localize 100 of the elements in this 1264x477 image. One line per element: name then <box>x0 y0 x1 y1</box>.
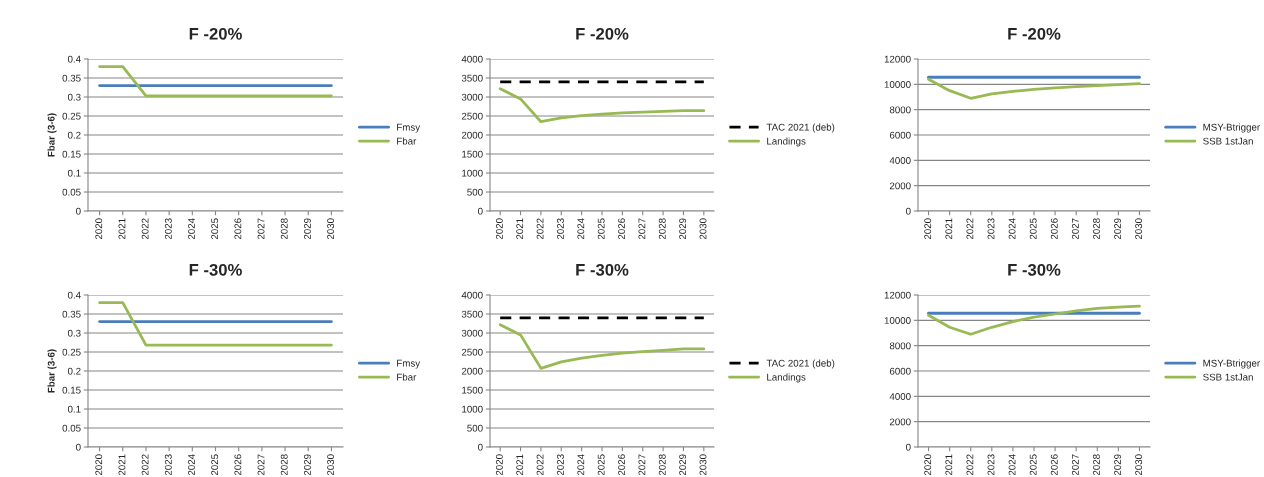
x-tick-label: 2028 <box>1093 454 1100 476</box>
y-tick-label: 0.2 <box>67 131 81 139</box>
x-tick-label: 2027 <box>638 218 646 240</box>
x-tick-label: 2021 <box>945 218 953 240</box>
legend-label: Landings <box>767 373 806 383</box>
x-tick-label: 2020 <box>924 454 932 476</box>
x-tick-label: 2029 <box>1114 454 1121 476</box>
x-tick-label: 2028 <box>658 218 666 240</box>
x-tick-label: 2021 <box>118 218 126 240</box>
x-tick-label: 2023 <box>164 454 172 476</box>
y-tick-label: 500 <box>467 188 483 196</box>
x-tick-label: 2024 <box>1008 454 1016 476</box>
x-tick-label: 2020 <box>495 218 503 240</box>
y-tick-label: 2500 <box>461 348 483 356</box>
y-tick-label: 0.4 <box>67 291 81 299</box>
x-tick-label: 2023 <box>987 218 995 240</box>
y-tick-label: 0.2 <box>67 367 81 375</box>
x-tick-label: 2026 <box>1050 454 1058 476</box>
x-tick-label: 2030 <box>1135 218 1143 240</box>
y-tick-label: 8000 <box>889 342 911 350</box>
y-tick-label: 3500 <box>461 74 483 82</box>
chart-title: F -30% <box>1008 263 1061 276</box>
x-tick-label: 2022 <box>536 454 544 476</box>
y-tick-label: 12000 <box>884 291 911 299</box>
x-tick-label: 2029 <box>303 454 311 476</box>
y-tick-label: 10000 <box>884 317 911 324</box>
line-series <box>498 87 706 124</box>
x-tick-label: 2022 <box>141 454 149 476</box>
x-tick-label: 2029 <box>679 454 687 476</box>
x-tick-label: 2029 <box>1114 218 1121 240</box>
y-tick-label: 0.35 <box>62 310 81 318</box>
x-tick-label: 2025 <box>211 454 219 476</box>
x-tick-label: 2020 <box>95 454 103 476</box>
y-tick-label: 3500 <box>461 310 483 318</box>
x-tick-label: 2028 <box>1093 218 1100 240</box>
x-tick-label: 2021 <box>118 454 126 476</box>
x-tick-label: 2020 <box>924 218 932 240</box>
chart-title: F -30% <box>576 263 629 276</box>
legend-label: TAC 2021 (deb) <box>766 359 835 369</box>
chart-title: F -20% <box>1008 27 1061 40</box>
x-tick-label: 2026 <box>234 218 242 240</box>
x-tick-label: 2025 <box>597 218 605 240</box>
y-tick-label: 2000 <box>461 367 483 375</box>
x-tick-label: 2025 <box>1029 218 1037 240</box>
y-tick-label: 2500 <box>461 112 483 120</box>
line-series <box>498 323 706 370</box>
y-tick-label: 0 <box>906 207 911 215</box>
legend-label: Fmsy <box>397 359 421 369</box>
y-tick-label: 12000 <box>884 55 911 63</box>
x-tick-label: 2020 <box>495 454 503 476</box>
y-tick-label: 0.25 <box>62 112 81 120</box>
y-tick-label: 1000 <box>462 169 483 177</box>
x-tick-label: 2027 <box>257 454 265 476</box>
x-tick-label: 2024 <box>577 454 585 476</box>
x-tick-label: 2024 <box>188 218 195 240</box>
x-tick-label: 2020 <box>95 218 103 240</box>
x-tick-label: 2029 <box>679 218 687 240</box>
legend-label: Fbar <box>397 137 417 145</box>
y-tick-label: 4000 <box>889 393 911 400</box>
x-tick-label: 2023 <box>557 218 564 240</box>
x-tick-label: 2030 <box>327 454 335 476</box>
x-tick-label: 2027 <box>638 454 646 476</box>
x-tick-label: 2030 <box>327 218 335 240</box>
y-axis-title: Fbar (3-6) <box>47 349 57 393</box>
legend-label: SSB 1stJan <box>1203 373 1253 381</box>
x-tick-label: 2023 <box>987 454 995 476</box>
x-tick-label: 2030 <box>1135 454 1143 476</box>
y-tick-label: 0.4 <box>67 55 81 63</box>
x-tick-label: 2022 <box>966 218 974 240</box>
y-tick-label: 2000 <box>889 182 911 190</box>
y-tick-label: 0.05 <box>62 424 81 432</box>
y-tick-label: 6000 <box>889 131 911 139</box>
legend-label: Fbar <box>397 373 417 381</box>
legend-label: MSY-Btrigger <box>1203 359 1260 369</box>
y-tick-label: 0.3 <box>67 93 81 101</box>
y-tick-label: 10000 <box>884 81 911 88</box>
x-tick-label: 2030 <box>699 454 707 476</box>
x-tick-label: 2022 <box>536 218 544 240</box>
x-tick-label: 2027 <box>1071 454 1079 476</box>
y-tick-label: 0 <box>76 207 81 215</box>
y-tick-label: 1000 <box>462 405 483 413</box>
legend-label: SSB 1stJan <box>1203 137 1253 145</box>
y-axis-title: Fbar (3-6) <box>47 113 57 157</box>
y-tick-label: 0 <box>76 443 81 451</box>
x-tick-label: 2024 <box>1008 218 1016 240</box>
x-tick-label: 2023 <box>164 218 172 240</box>
chart-title: F -20% <box>189 27 242 40</box>
y-tick-label: 0 <box>906 443 911 451</box>
y-tick-label: 4000 <box>461 55 483 63</box>
x-tick-label: 2023 <box>557 454 564 476</box>
y-tick-label: 0.3 <box>67 329 81 337</box>
y-tick-label: 0 <box>478 207 483 215</box>
x-tick-label: 2027 <box>1071 218 1079 240</box>
x-tick-label: 2028 <box>280 454 288 476</box>
x-tick-label: 2025 <box>597 454 605 476</box>
y-tick-label: 1500 <box>462 386 483 394</box>
y-tick-label: 0.15 <box>62 150 81 158</box>
x-tick-label: 2026 <box>234 454 242 476</box>
legend-label: Landings <box>767 137 806 147</box>
y-tick-label: 500 <box>467 424 483 432</box>
